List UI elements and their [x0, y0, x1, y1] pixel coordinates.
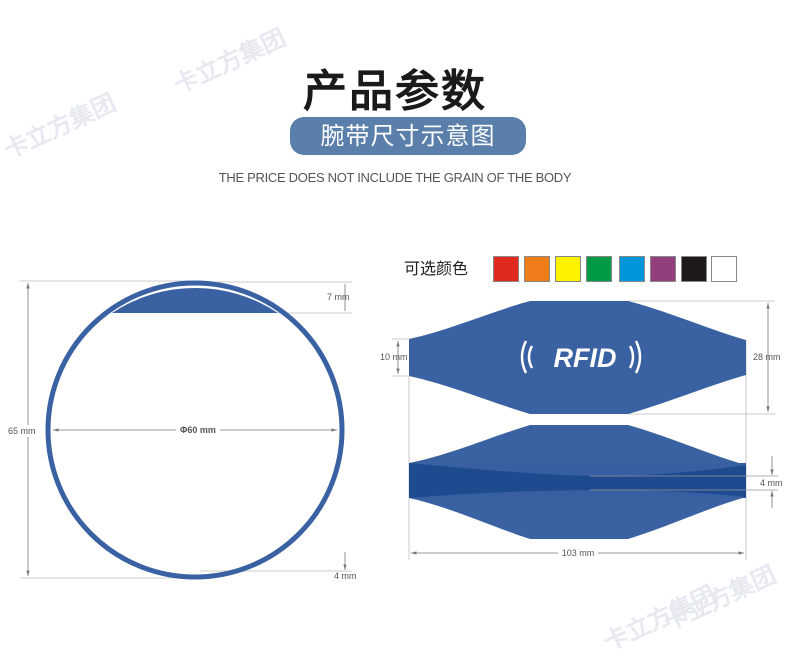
section-pill: 腕带尺寸示意图: [290, 117, 526, 155]
color-swatch: [711, 256, 737, 282]
thickness-label: 4 mm: [334, 571, 357, 581]
cap-height-label: 7 mm: [327, 292, 350, 302]
color-swatch: [650, 256, 676, 282]
color-swatch: [619, 256, 645, 282]
price-note: THE PRICE DOES NOT INCLUDE THE GRAIN OF …: [218, 170, 572, 185]
page-title: 产品参数: [303, 66, 487, 117]
outer-diameter-label: 65 mm: [8, 426, 36, 436]
band-front-view: [409, 301, 746, 414]
end-width-label: 10 mm: [380, 352, 408, 362]
color-swatch: [493, 256, 519, 282]
length-label: 103 mm: [562, 548, 595, 558]
wristband-diagram: 65 mm Φ60 mm 7 mm 4 mm RFID 10 mm 28 mm …: [8, 280, 783, 581]
color-swatch: [681, 256, 707, 282]
top-cap: [112, 287, 278, 313]
max-width-label: 28 mm: [753, 352, 781, 362]
wristband-ring: [45, 280, 345, 580]
color-swatch: [555, 256, 581, 282]
flat-thickness-label: 4 mm: [760, 478, 783, 488]
color-swatch: [586, 256, 612, 282]
color-swatch: [524, 256, 550, 282]
colors-label: 可选颜色: [404, 259, 469, 278]
rfid-wave-icon: [520, 340, 642, 374]
rfid-logo-text: RFID: [554, 343, 617, 373]
inner-diameter-label: Φ60 mm: [180, 425, 216, 435]
